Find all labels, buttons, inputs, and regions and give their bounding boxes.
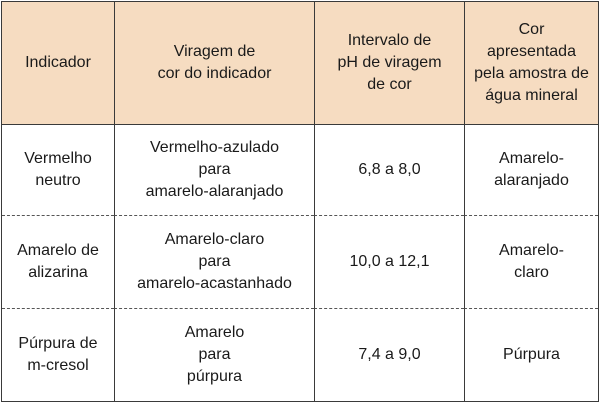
- row2-intervalo: 10,0 a 12,1: [314, 216, 464, 309]
- cell-line: Púrpura de: [18, 334, 98, 352]
- row2-cor: Amarelo- claro: [464, 216, 598, 309]
- cell-line: amarelo-alaranjado: [145, 183, 284, 200]
- cell-line: Vermelho-azulado: [150, 139, 279, 156]
- row1-indicador: Vermelho neutro: [2, 125, 114, 216]
- row3-cor: Púrpura: [464, 308, 598, 401]
- header-cor-line: Cor: [518, 21, 545, 38]
- cell-line: claro: [514, 263, 549, 281]
- row3-viragem: Amarelo para púrpura: [114, 308, 314, 401]
- header-intervalo-line: Intervalo de: [347, 32, 432, 49]
- cell-line: alizarina: [28, 263, 88, 281]
- cell-line: alaranjado: [494, 172, 569, 189]
- header-indicador: Indicador: [2, 2, 114, 125]
- cell-line: m-cresol: [27, 356, 89, 374]
- header-cor-line: apresentada: [487, 43, 576, 60]
- cell-line: para: [198, 252, 231, 270]
- cell-line: púrpura: [186, 367, 243, 385]
- header-cor-line: pela amostra de: [474, 65, 589, 82]
- row3-intervalo: 7,4 a 9,0: [314, 308, 464, 401]
- cell-line: Vermelho: [24, 150, 92, 167]
- cell-line: para: [198, 161, 231, 178]
- cell-line: Amarelo de: [17, 241, 99, 259]
- cell-line: Amarelo: [184, 323, 245, 341]
- row1-viragem: Vermelho-azulado para amarelo-alaranjado: [114, 125, 314, 216]
- header-cor-line: água mineral: [485, 87, 578, 104]
- cell-line: neutro: [35, 172, 81, 189]
- cell-line: Amarelo-: [499, 241, 564, 259]
- header-viragem: Viragem de cor do indicador: [114, 2, 314, 125]
- cell-line: Amarelo-claro: [164, 230, 265, 248]
- row1-cor: Amarelo- alaranjado: [464, 125, 598, 216]
- header-cor: Cor apresentada pela amostra de água min…: [464, 2, 598, 125]
- header-viragem-line: Viragem de: [173, 43, 256, 60]
- header-indicador-line: Indicador: [25, 54, 91, 71]
- cell-line: para: [198, 345, 231, 363]
- header-intervalo-line: de cor: [367, 76, 412, 93]
- header-intervalo: Intervalo de pH de viragem de cor: [314, 2, 464, 125]
- row1-intervalo: 6,8 a 8,0: [314, 125, 464, 216]
- header-viragem-line: cor do indicador: [157, 65, 272, 82]
- cell-line: Amarelo-: [499, 150, 564, 167]
- cell-line: Púrpura: [503, 345, 560, 363]
- cell-line: 6,8 a 8,0: [358, 161, 421, 178]
- cell-line: 10,0 a 12,1: [349, 252, 430, 270]
- row2-viragem: Amarelo-claro para amarelo-acastanhado: [114, 216, 314, 309]
- header-intervalo-line: pH de viragem: [337, 54, 442, 71]
- row3-indicador: Púrpura de m-cresol: [2, 309, 114, 402]
- cell-line: amarelo-acastanhado: [137, 274, 292, 292]
- cell-line: 7,4 a 9,0: [358, 345, 421, 363]
- row2-indicador: Amarelo de alizarina: [2, 216, 114, 309]
